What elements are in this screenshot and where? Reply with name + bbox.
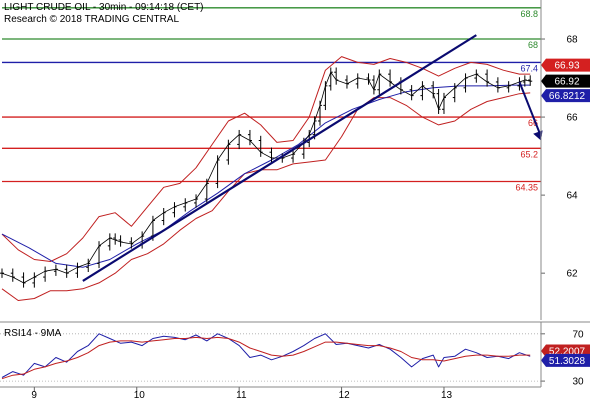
rsi-title: RSI14 - 9MA (4, 328, 62, 339)
rsi-series-9ma (1, 336, 531, 380)
x-tick-label: 10 (134, 390, 146, 400)
upper-bollinger-badge (541, 58, 590, 72)
chart-title: LIGHT CRUDE OIL - 30min - 09:14:18 (CET) (4, 2, 204, 13)
moving-average-badge (541, 89, 590, 103)
y-tick-label: 64 (566, 191, 578, 202)
y-tick-label: 62 (566, 269, 578, 280)
x-tick-label: 12 (339, 390, 351, 400)
price-line (1, 71, 531, 284)
rsi-ma-badge-text: 52.2007 (549, 346, 586, 357)
support-2-label: 65.2 (520, 149, 538, 159)
upper-bollinger-badge-text: 66.93 (554, 61, 579, 72)
projection-arrow-head (533, 130, 543, 141)
support-3-label: 64.35 (515, 182, 538, 192)
projection-arrow-shaft (518, 81, 542, 137)
x-axis: 9 10 11 12 13 (31, 387, 453, 400)
moving-average-badge-text: 66.8212 (549, 91, 586, 102)
pivot-label: 67.4 (520, 63, 538, 73)
copyright-notice: Research © 2018 TRADING CENTRAL (4, 14, 179, 25)
y-tick-label: 68 (566, 35, 578, 46)
rsi-badge (541, 353, 590, 367)
last-price-badge-text: 66.92 (554, 77, 579, 88)
y-tick-label: 66 (566, 113, 578, 124)
bollinger-lower-line (1, 92, 531, 301)
resistance-1-label: 68 (528, 40, 538, 50)
main-panel: 62 64 66 68 68.8 68 67.4 66 65.2 64.35 66.93 66.92 6… (0, 7, 590, 301)
x-tick-label: 13 (441, 390, 453, 400)
support-1-label: 66 (528, 118, 538, 128)
rsi-tick-label: 70 (572, 329, 584, 340)
x-tick-label: 9 (31, 390, 37, 400)
resistance-2-label: 68.8 (520, 9, 538, 19)
rsi-tick-label: 30 (572, 377, 584, 388)
uptrend-line (82, 34, 477, 282)
chart-frame (0, 0, 590, 388)
x-tick-label: 11 (236, 390, 247, 400)
last-price-badge (541, 74, 590, 88)
rsi-badge-text: 51.3028 (549, 356, 586, 367)
bollinger-upper-line (1, 56, 531, 262)
